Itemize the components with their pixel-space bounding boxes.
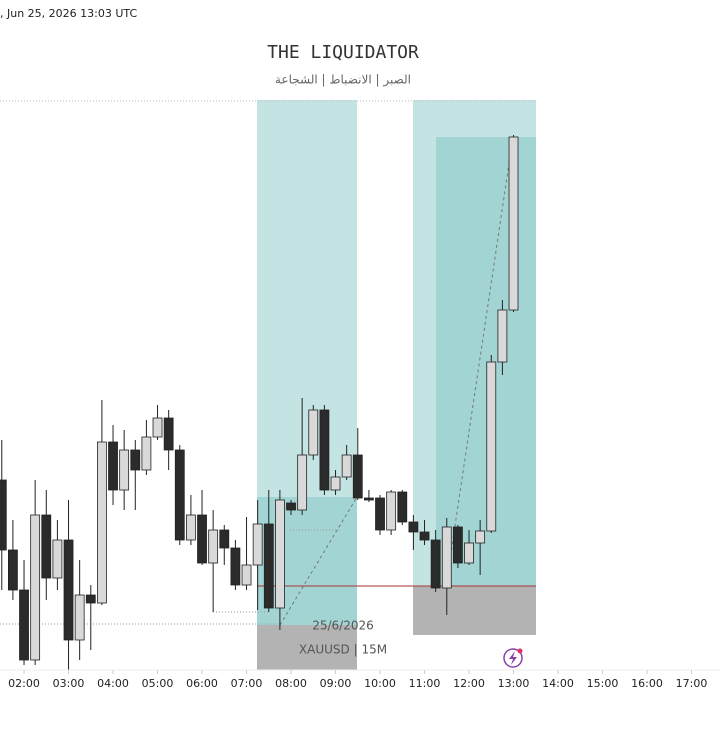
icon-ring <box>503 648 523 668</box>
x-tick-label: 05:00 <box>142 677 174 690</box>
candle-body <box>386 491 397 531</box>
candle-body <box>419 531 430 541</box>
candle-body <box>130 449 141 471</box>
x-tick-label: 09:00 <box>320 677 352 690</box>
x-tick-label: 08:00 <box>275 677 307 690</box>
candle-body <box>263 523 274 609</box>
candle-body <box>0 479 7 551</box>
candle-body <box>408 521 419 533</box>
candle-body <box>508 136 519 311</box>
candle-body <box>352 454 363 499</box>
x-tick-label: 12:00 <box>453 677 485 690</box>
candle-body <box>97 441 107 604</box>
candle-body <box>241 564 252 586</box>
candle-body <box>319 409 330 491</box>
app-icon[interactable] <box>503 648 523 668</box>
path-line <box>445 136 514 587</box>
candle-body <box>497 309 508 363</box>
x-tick-label: 06:00 <box>186 677 218 690</box>
candle-body <box>141 436 152 471</box>
candle-body <box>152 417 163 438</box>
zone-stop <box>413 586 536 635</box>
candle-body <box>397 491 408 523</box>
candle-body <box>430 539 441 589</box>
chart-subtitle: الصبر | الانضباط | الشجاعة <box>275 73 411 88</box>
candle-body <box>464 542 474 564</box>
x-tick-label: 07:00 <box>231 677 263 690</box>
candle-body <box>297 454 308 511</box>
zone-stop <box>257 625 357 670</box>
x-tick-label: 16:00 <box>631 677 663 690</box>
candle-body <box>475 530 486 544</box>
candle-body <box>63 539 74 641</box>
candle-body <box>375 497 385 531</box>
candle-body <box>174 449 185 541</box>
candle-body <box>52 539 63 579</box>
candle-body <box>230 547 241 586</box>
icon-dot <box>517 648 523 654</box>
x-tick-label: 17:00 <box>676 677 708 690</box>
candle-body <box>19 589 29 661</box>
candle-body <box>308 409 319 456</box>
candle-body <box>363 497 374 501</box>
candle-body <box>341 454 352 478</box>
x-tick-label: 03:00 <box>53 677 85 690</box>
candle-body <box>74 594 85 641</box>
x-tick-label: 11:00 <box>409 677 441 690</box>
candle-body <box>441 526 452 589</box>
candle-body <box>108 441 118 491</box>
candle-body <box>163 417 174 451</box>
zone-target <box>436 137 536 586</box>
candle-body <box>119 449 130 491</box>
candle-body <box>286 502 296 511</box>
icon-bolt <box>509 651 517 665</box>
candle-body <box>275 499 285 609</box>
x-tick-label: 13:00 <box>498 677 530 690</box>
candle-body <box>30 514 41 661</box>
candle-body <box>197 514 207 564</box>
candle-body <box>41 514 52 579</box>
x-tick-label: 10:00 <box>364 677 396 690</box>
candle-body <box>8 549 18 591</box>
timestamp: , Jun 25, 2026 13:03 UTC <box>0 7 137 20</box>
candle-body <box>85 594 96 604</box>
candle-body <box>252 523 263 566</box>
annotation: XAUUSD | 15M <box>299 643 387 657</box>
chart-title: THE LIQUIDATOR <box>267 42 419 63</box>
annotation: 25/6/2026 <box>312 619 374 633</box>
candle-body <box>486 361 497 532</box>
zone-light <box>257 100 357 497</box>
x-tick-label: 02:00 <box>8 677 40 690</box>
x-tick-label: 14:00 <box>542 677 574 690</box>
x-tick-label: 15:00 <box>587 677 619 690</box>
candle-body <box>186 514 196 541</box>
x-tick-label: 04:00 <box>97 677 129 690</box>
candle-body <box>452 526 463 564</box>
candle-body <box>208 529 219 564</box>
path-line <box>279 496 358 626</box>
candle-body <box>219 529 230 549</box>
candle-body <box>330 476 341 491</box>
